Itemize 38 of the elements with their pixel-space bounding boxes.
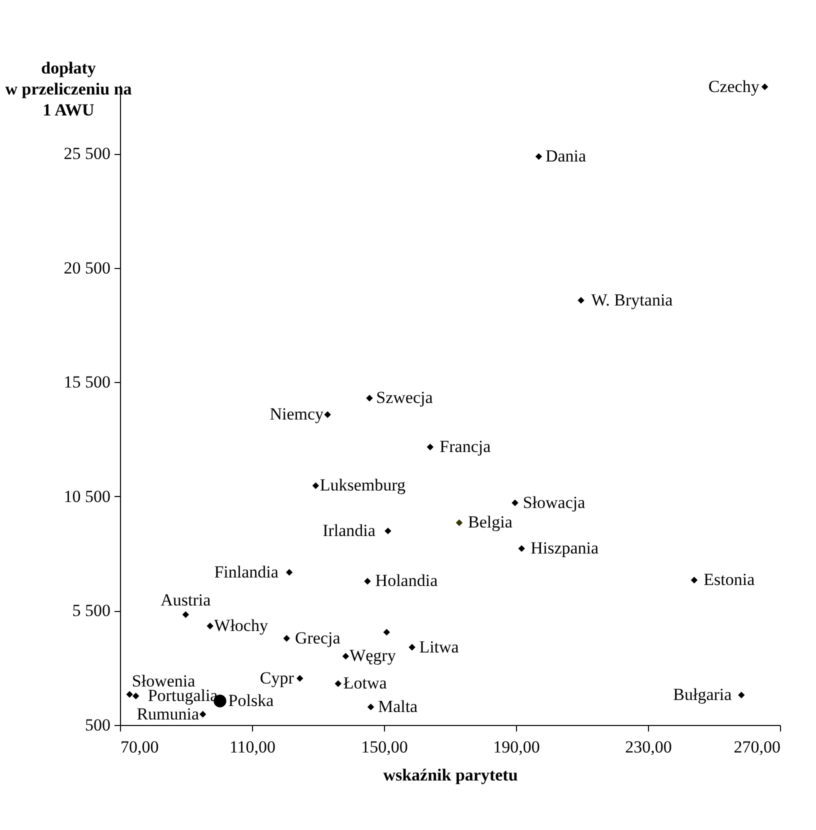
annotation: Niemcy [270, 404, 324, 424]
annotation: Litwa [419, 637, 460, 656]
x-tick-label: 230,00 [625, 738, 672, 756]
y-tick-label: 15 500 [64, 372, 110, 392]
x-tick-label: 70,00 [120, 738, 159, 756]
annotation: Cypr [260, 668, 294, 688]
annotation: Szwecja [376, 388, 434, 408]
y-tick-label: 500 [85, 716, 110, 734]
annotation: Malta [378, 696, 418, 716]
annotation: Estonia [704, 570, 756, 590]
y-tick-label: 5 500 [72, 601, 110, 620]
annotation: Belgia [468, 512, 513, 532]
x-axis-title: wskaźnik parytetu [383, 766, 518, 784]
annotation: Francja [440, 437, 492, 456]
annotation: Rumunia [136, 704, 200, 724]
y-tick-label: 20 500 [64, 258, 110, 278]
annotation: Węgry [350, 646, 396, 666]
y-tick-label: 25 500 [64, 144, 110, 164]
x-tick-label: 190,00 [493, 738, 540, 756]
annotation: Finlandia [214, 562, 279, 582]
annotation: Dania [545, 146, 586, 166]
y-tick-label: 10 500 [64, 486, 110, 506]
x-tick-label: 110,00 [229, 738, 276, 756]
x-tick-label: 150,00 [361, 738, 408, 756]
x-tick-label: 270,00 [734, 738, 780, 756]
annotation: Holandia [375, 571, 438, 590]
annotation: Łotwa [343, 674, 388, 693]
annotation: Hiszpania [530, 538, 600, 558]
annotation: Austria [160, 590, 212, 610]
annotation: W. Brytania [591, 290, 674, 310]
annotation: Włochy [214, 616, 268, 636]
annotation: Słowacja [522, 492, 586, 512]
annotation: Bułgaria [673, 685, 732, 704]
annotation: Luksemburg [320, 476, 406, 495]
annotation: Polska [228, 691, 274, 710]
annotation: Grecja [294, 628, 341, 648]
annotation: Czechy [708, 76, 760, 96]
annotation: Irlandia [322, 520, 376, 540]
